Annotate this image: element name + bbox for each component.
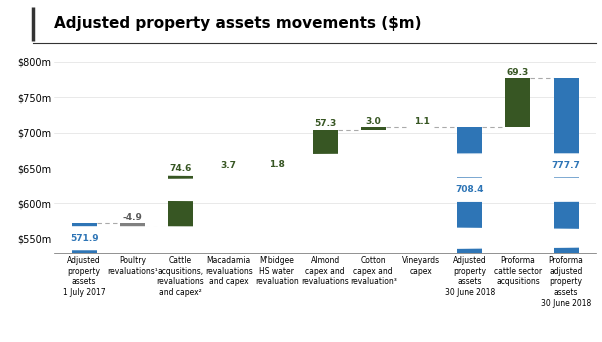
- Text: 708.4: 708.4: [456, 185, 484, 194]
- Bar: [168, 174, 193, 227]
- Text: 1.1: 1.1: [414, 117, 429, 126]
- Text: 571.9: 571.9: [70, 234, 98, 243]
- Bar: [457, 127, 482, 253]
- Bar: [554, 78, 579, 253]
- Text: 777.7: 777.7: [551, 161, 580, 170]
- Text: 3.0: 3.0: [365, 117, 381, 126]
- Circle shape: [0, 179, 602, 201]
- Text: -4.9: -4.9: [122, 213, 142, 222]
- Bar: [312, 130, 338, 170]
- Text: 1.8: 1.8: [269, 160, 285, 169]
- Text: 69.3: 69.3: [507, 67, 529, 77]
- Text: 57.3: 57.3: [314, 119, 336, 129]
- Circle shape: [0, 154, 602, 177]
- Text: Adjusted property assets movements ($m): Adjusted property assets movements ($m): [54, 16, 421, 31]
- Text: 74.6: 74.6: [169, 164, 191, 173]
- Bar: [264, 170, 290, 171]
- Bar: [120, 223, 145, 227]
- Bar: [216, 171, 241, 174]
- Text: 3.7: 3.7: [221, 161, 237, 170]
- Bar: [72, 223, 96, 253]
- Bar: [505, 78, 530, 127]
- Bar: [409, 127, 434, 128]
- Circle shape: [0, 227, 602, 250]
- Bar: [361, 128, 386, 130]
